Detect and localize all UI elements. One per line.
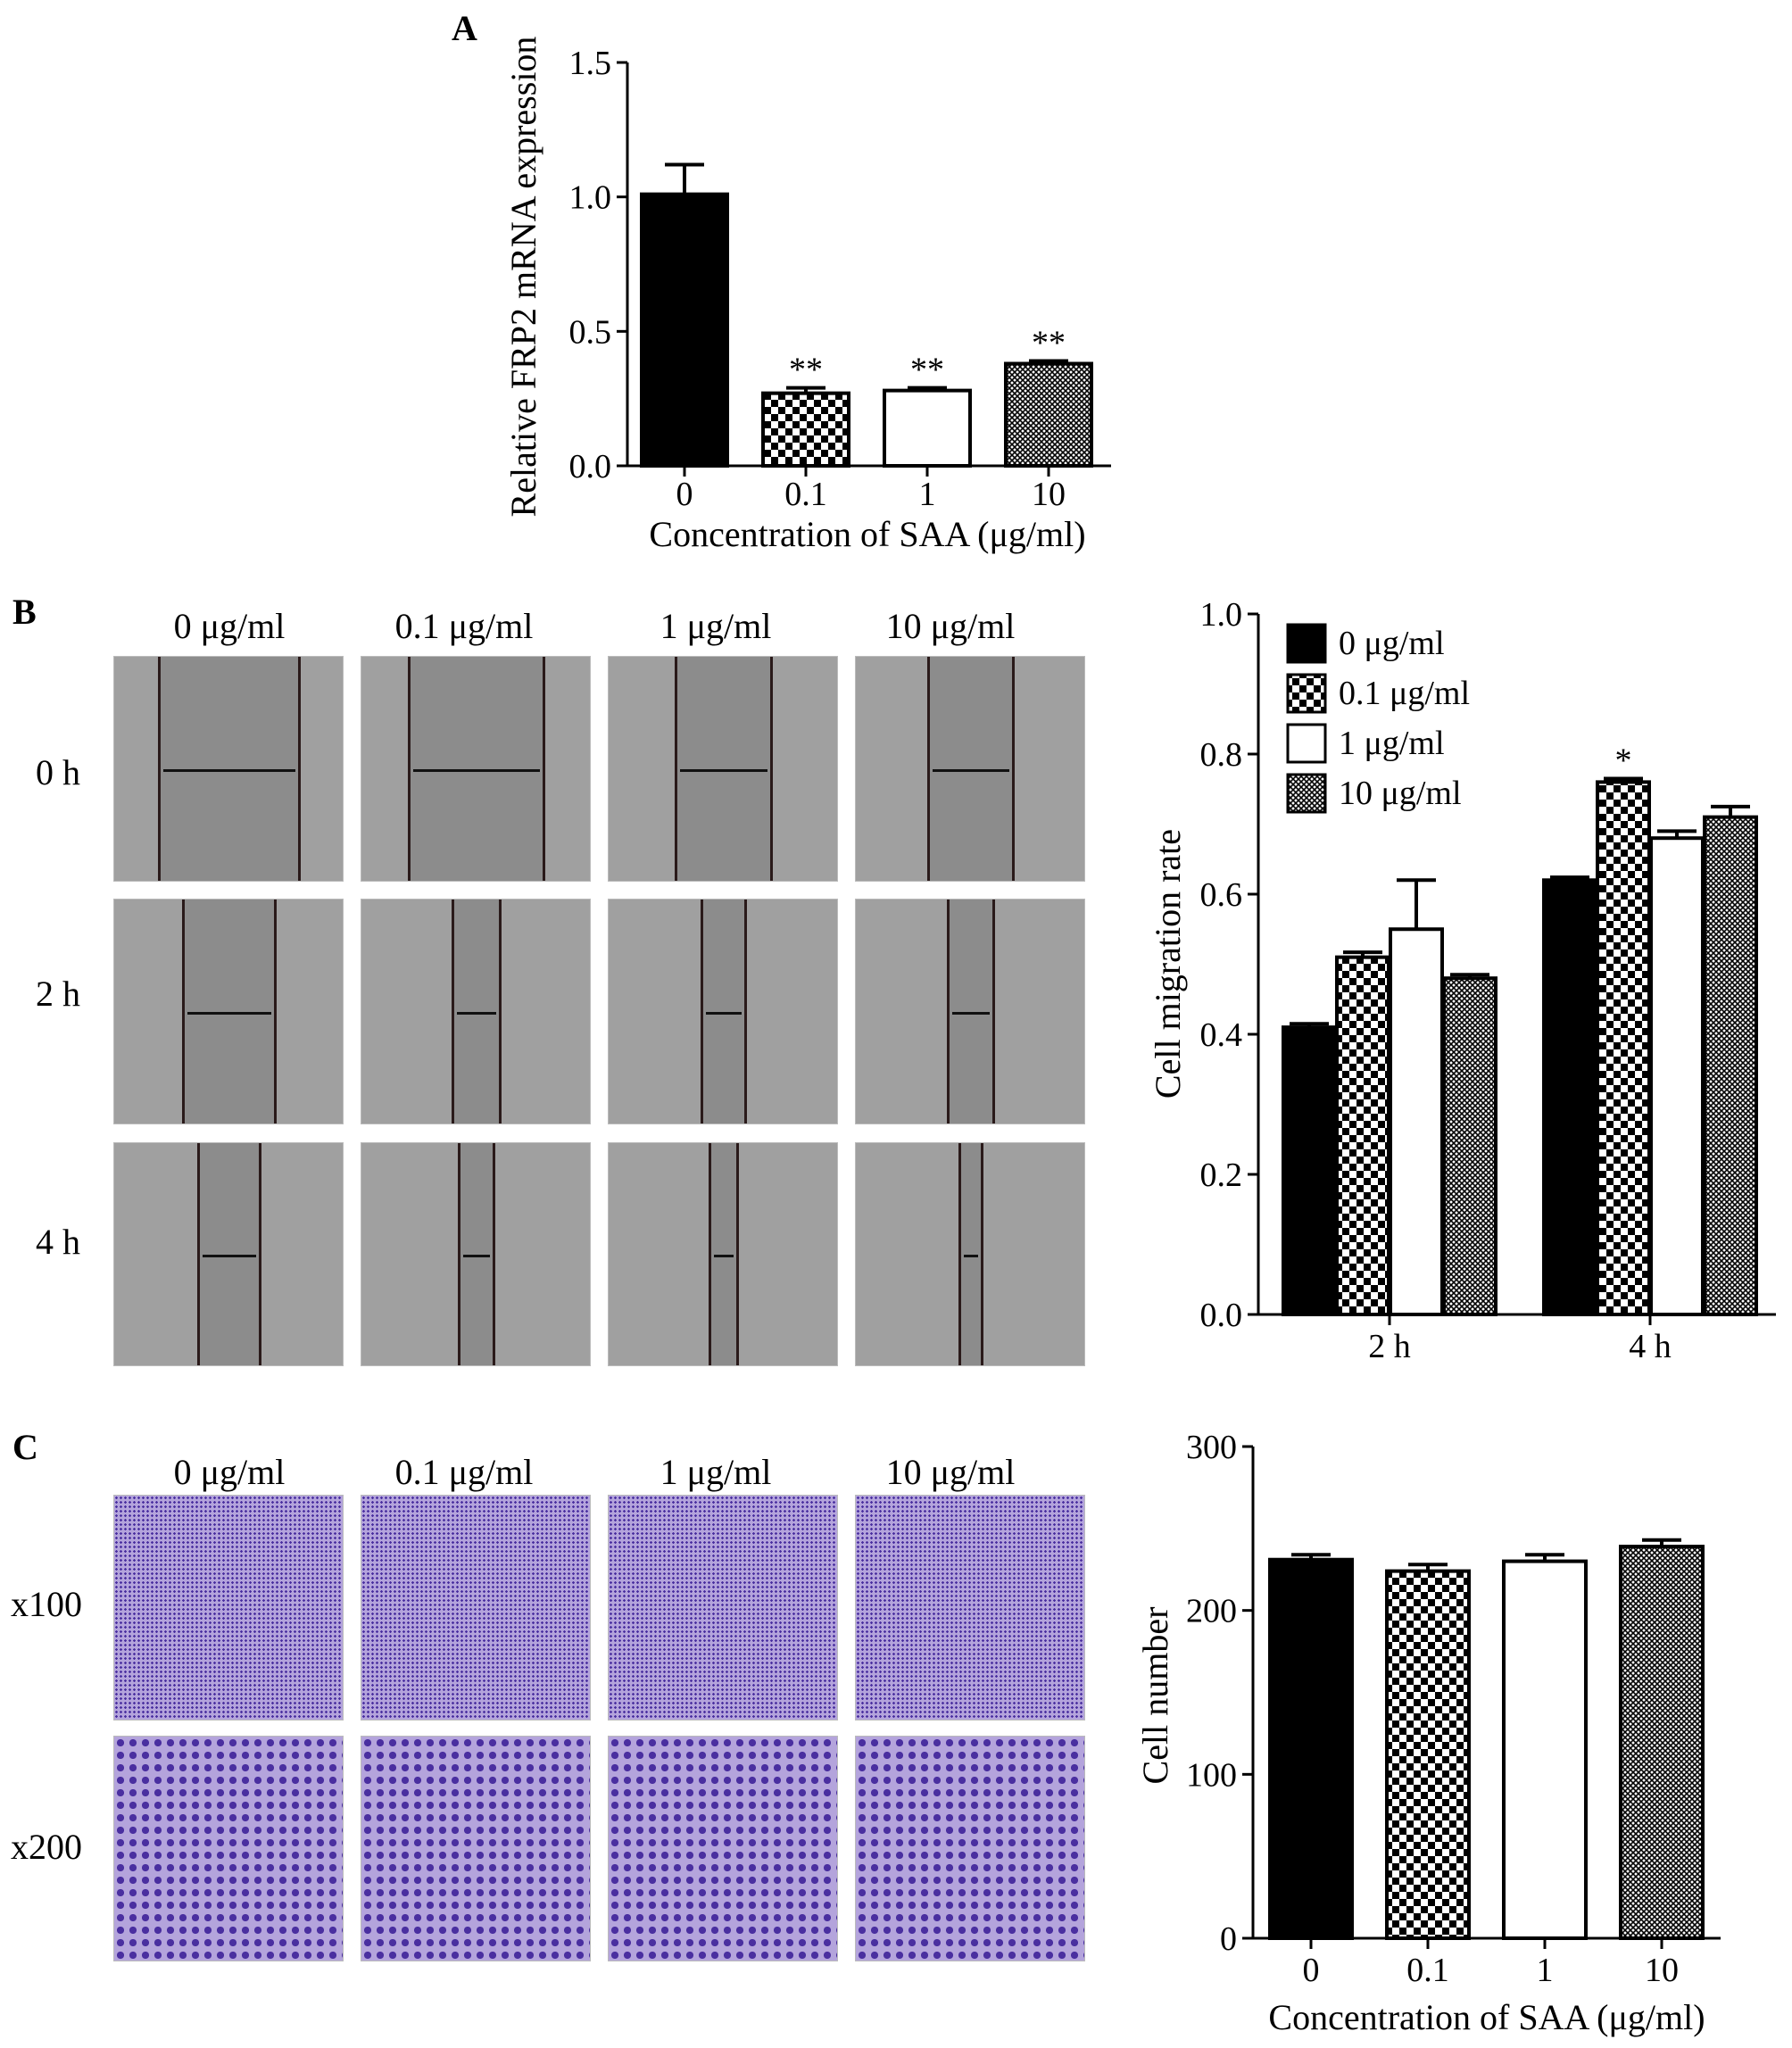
chart-b-bar: [1389, 927, 1444, 1316]
chart-a-x-tick-label: 0: [676, 476, 693, 513]
transwell-stain-image: [113, 1495, 344, 1720]
panel-label-a: A: [452, 8, 477, 48]
chart-c-bar: [1619, 1545, 1705, 1940]
chart-b-x-tick-label: 2 h: [1368, 1328, 1411, 1365]
chart-c-x-tick-label: 0.1: [1406, 1952, 1449, 1989]
wound-col-title-1: 0.1 μg/ml: [394, 606, 534, 646]
chart-c-x-tick-label: 1: [1537, 1952, 1554, 1989]
chart-b-bar: [1542, 878, 1597, 1316]
chart-b-legend-label: 0 μg/ml: [1339, 625, 1445, 662]
chart-c-bar: [1502, 1559, 1588, 1940]
panel-label-c: C: [12, 1427, 38, 1467]
stain-row-label-x200: x200: [11, 1827, 82, 1867]
chart-b-legend-swatch: [1286, 673, 1327, 714]
chart-b-bar: [1649, 836, 1705, 1316]
wound-row-label-0h: 0 h: [36, 752, 80, 792]
stain-col-title-0: 0 μg/ml: [173, 1452, 286, 1492]
wound-image: [113, 1142, 344, 1366]
chart-a-y-axis-title: Relative FRP2 mRNA expression: [503, 37, 543, 518]
wound-image: [113, 899, 344, 1124]
chart-b-y-tick-label: 0.4: [1200, 1016, 1243, 1054]
chart-a-significance: **: [789, 352, 823, 389]
chart-c-bar: [1268, 1557, 1354, 1940]
chart-b-x-tick-label: 4 h: [1629, 1328, 1672, 1365]
chart-c-y-tick-label: 200: [1186, 1593, 1237, 1630]
chart-c-x-tick-label: 10: [1645, 1952, 1679, 1989]
wound-image: [608, 1142, 838, 1366]
chart-a-x-tick-label: 1: [919, 476, 936, 513]
wound-image: [855, 1142, 1085, 1366]
transwell-stain-image: [855, 1495, 1085, 1720]
stain-col-title-3: 10 μg/ml: [885, 1452, 1016, 1492]
chart-a-significance: **: [1032, 324, 1066, 361]
wound-image: [361, 899, 591, 1124]
transwell-stain-image: [361, 1736, 591, 1961]
chart-a-bar: [1004, 361, 1093, 468]
chart-b-y-tick-label: 0.6: [1200, 876, 1243, 914]
chart-c-y-tick-label: 300: [1186, 1429, 1237, 1466]
chart-b-legend-swatch: [1286, 623, 1327, 664]
chart-b-bar: [1335, 955, 1390, 1317]
panel-label-b: B: [12, 592, 37, 632]
chart-c-y-axis-title: Cell number: [1135, 1607, 1175, 1785]
transwell-stain-image: [361, 1495, 591, 1720]
chart-a-x-tick-label: 10: [1032, 476, 1066, 513]
wound-image: [855, 899, 1085, 1124]
chart-a-bar: [883, 388, 972, 468]
stain-col-title-2: 1 μg/ml: [660, 1452, 772, 1492]
chart-c-y-tick-label: 100: [1186, 1756, 1237, 1794]
transwell-stain-image: [608, 1495, 838, 1720]
chart-b-bar: [1703, 815, 1758, 1316]
chart-a-y-tick-label: 0.0: [569, 448, 612, 485]
chart-a-significance: **: [910, 352, 944, 389]
chart-b-legend-label: 0.1 μg/ml: [1339, 675, 1470, 712]
chart-b-bar: [1282, 1025, 1337, 1317]
chart-b-y-tick-label: 0.2: [1200, 1157, 1243, 1194]
chart-c-x-axis-title: Concentration of SAA (μg/ml): [1268, 1997, 1705, 2037]
wound-col-title-0: 0 μg/ml: [173, 606, 286, 646]
transwell-stain-image: [855, 1736, 1085, 1961]
wound-image: [855, 656, 1085, 882]
chart-b-legend-swatch: [1286, 773, 1327, 814]
chart-b-y-axis-title: Cell migration rate: [1148, 829, 1188, 1099]
wound-image: [113, 656, 344, 882]
chart-a-y-tick-label: 1.0: [569, 179, 612, 217]
chart-c-y-tick-label: 0: [1220, 1920, 1237, 1958]
chart-b-y-tick-label: 0.0: [1200, 1297, 1243, 1334]
wound-image: [361, 656, 591, 882]
chart-a-y-tick-label: 0.5: [569, 313, 612, 351]
wound-col-title-3: 10 μg/ml: [885, 606, 1016, 646]
chart-a-bar: [761, 391, 850, 468]
wound-row-label-2h: 2 h: [36, 974, 80, 1014]
chart-a-bar: [640, 192, 729, 468]
wound-col-title-2: 1 μg/ml: [660, 606, 772, 646]
chart-b-legend-swatch: [1286, 723, 1327, 764]
wound-image: [608, 656, 838, 882]
chart-a-x-tick-label: 0.1: [784, 476, 827, 513]
chart-b-legend-label: 10 μg/ml: [1339, 775, 1462, 812]
wound-image: [361, 1142, 591, 1366]
wound-image: [608, 899, 838, 1124]
chart-b-bar: [1596, 780, 1651, 1316]
chart-a-x-axis-title: Concentration of SAA (μg/ml): [649, 514, 1085, 554]
transwell-stain-image: [608, 1736, 838, 1961]
chart-b-bar: [1442, 976, 1497, 1316]
chart-c-bar: [1385, 1569, 1471, 1940]
chart-b-significance: *: [1615, 742, 1632, 779]
stain-row-label-x100: x100: [11, 1584, 82, 1624]
stain-col-title-1: 0.1 μg/ml: [394, 1452, 534, 1492]
chart-c-x-tick-label: 0: [1303, 1952, 1320, 1989]
chart-b-y-tick-label: 0.8: [1200, 736, 1243, 774]
chart-a-y-tick-label: 1.5: [569, 45, 612, 82]
transwell-stain-image: [113, 1736, 344, 1961]
chart-b-legend-label: 1 μg/ml: [1339, 725, 1445, 762]
wound-row-label-4h: 4 h: [36, 1222, 80, 1262]
chart-b-y-tick-label: 1.0: [1200, 596, 1243, 634]
